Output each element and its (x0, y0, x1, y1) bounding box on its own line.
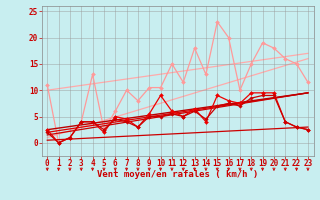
X-axis label: Vent moyen/en rafales ( km/h ): Vent moyen/en rafales ( km/h ) (97, 170, 258, 179)
